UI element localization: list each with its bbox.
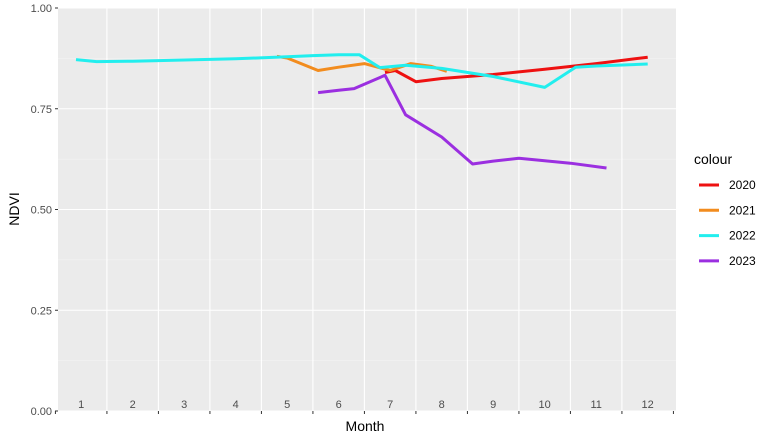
month-label: 8 bbox=[439, 399, 445, 411]
legend: colour 2020 2021 2022 2023 bbox=[694, 151, 756, 268]
y-axis-title: NDVI bbox=[6, 192, 22, 225]
month-label: 12 bbox=[642, 399, 654, 411]
x-axis-title: Month bbox=[346, 418, 385, 434]
y-tick-label: 0.75 bbox=[31, 104, 52, 116]
month-label: 11 bbox=[590, 399, 601, 411]
series-line-2023 bbox=[317, 73, 607, 170]
series-lines bbox=[75, 53, 648, 170]
month-label: 6 bbox=[336, 399, 342, 411]
month-label: 7 bbox=[387, 399, 393, 411]
series-line-2022 bbox=[75, 53, 648, 89]
month-label: 4 bbox=[233, 399, 239, 411]
month-label: 10 bbox=[539, 399, 551, 411]
legend-title: colour bbox=[694, 151, 732, 167]
y-tick-label: 0.50 bbox=[31, 205, 52, 217]
month-label: 2 bbox=[130, 399, 136, 411]
legend-label-2022: 2022 bbox=[729, 229, 756, 243]
axes: 0.000.250.500.751.001 2 3 4 5 6 7 8 9 10 11 12 bbox=[31, 3, 674, 418]
month-label: 9 bbox=[490, 399, 496, 411]
month-label: 5 bbox=[284, 399, 290, 411]
legend-label-2023: 2023 bbox=[729, 254, 756, 268]
y-tick-label: 0.00 bbox=[31, 406, 52, 418]
y-tick-label: 1.00 bbox=[31, 3, 52, 15]
month-label: 3 bbox=[181, 399, 187, 411]
month-label: 1 bbox=[78, 399, 84, 411]
y-tick-label: 0.25 bbox=[31, 305, 52, 317]
legend-label-2020: 2020 bbox=[729, 178, 756, 192]
legend-label-2021: 2021 bbox=[729, 203, 756, 217]
series-line-2020 bbox=[384, 55, 648, 84]
